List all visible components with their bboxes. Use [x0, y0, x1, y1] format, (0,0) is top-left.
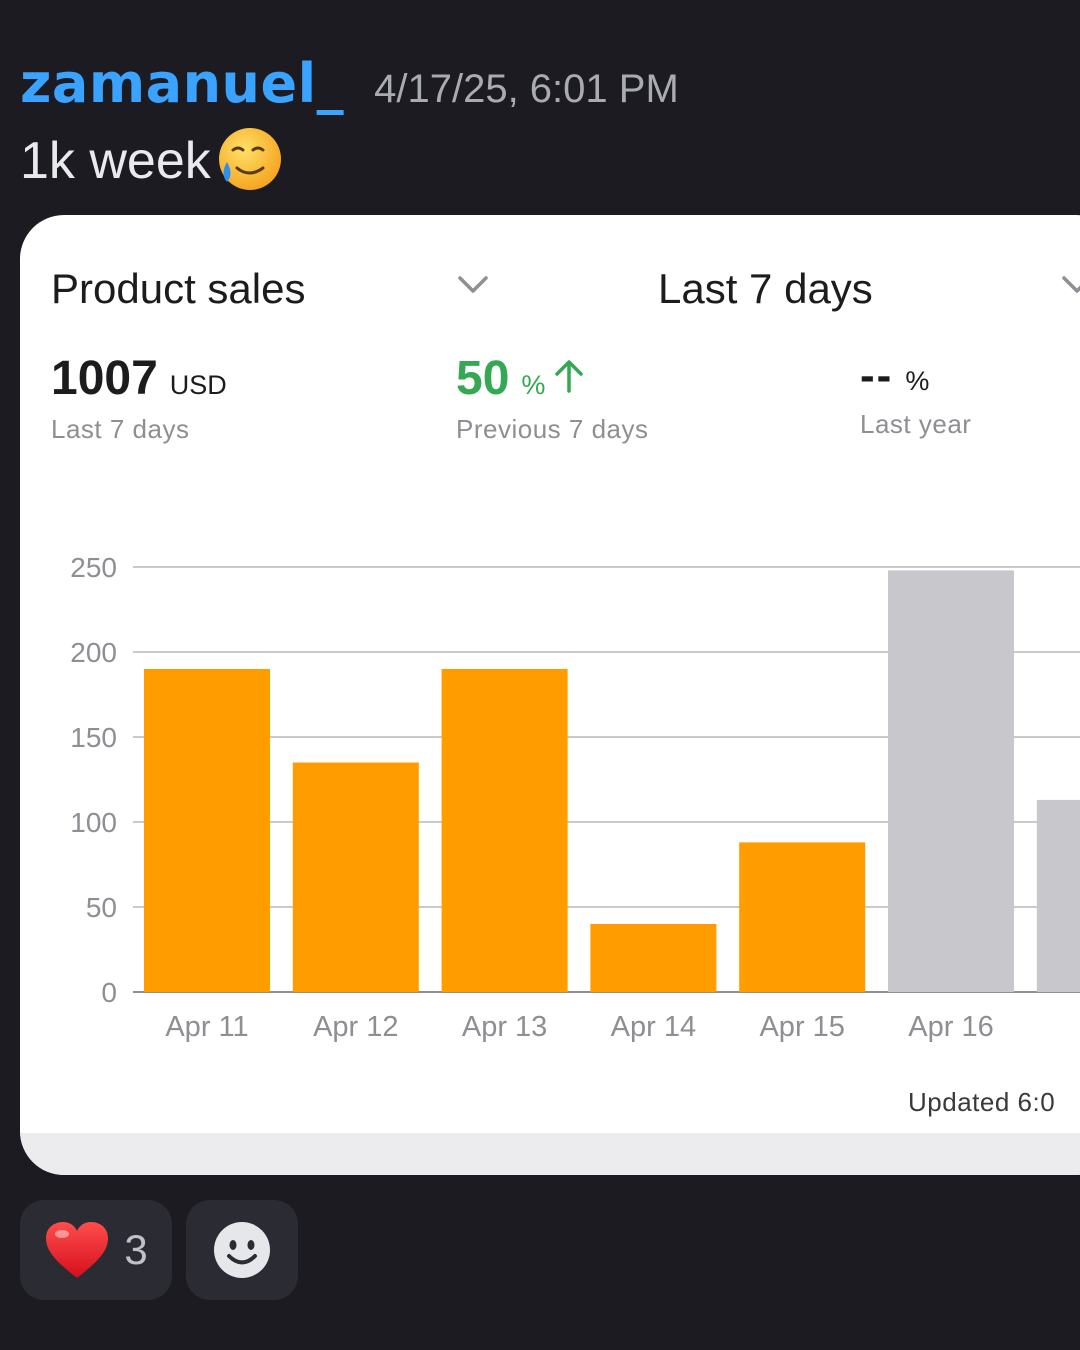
- message-timestamp: 4/17/25, 6:01 PM: [374, 67, 679, 111]
- stat-unit: %: [905, 366, 930, 396]
- stat-previous-period: 50 % Previous 7 days: [456, 351, 648, 445]
- reaction-count: 3: [124, 1226, 148, 1273]
- x-tick-label: Apr 14: [611, 1011, 696, 1043]
- x-tick-label: Apr 15: [759, 1011, 844, 1043]
- bar: [292, 762, 419, 992]
- chevron-down-icon[interactable]: [456, 273, 490, 297]
- smiley-icon: [214, 1222, 270, 1278]
- stat-value: --: [860, 351, 894, 400]
- heart-reaction[interactable]: 3: [20, 1200, 172, 1300]
- bar: [590, 924, 717, 992]
- x-tick-label: Apr 11: [165, 1011, 248, 1043]
- message-header: zamanuel_ 4/17/25, 6:01 PM: [20, 52, 679, 115]
- stat-label: Last year: [860, 409, 972, 439]
- y-tick-label: 0: [101, 977, 117, 1008]
- stat-unit: %: [521, 370, 546, 400]
- y-tick-label: 100: [70, 807, 117, 838]
- stat-label: Previous 7 days: [456, 414, 649, 444]
- bar: [441, 669, 568, 992]
- username[interactable]: zamanuel_: [20, 52, 345, 115]
- stat-value: 50: [456, 352, 510, 405]
- stat-last-year: -- % Last year: [860, 351, 971, 440]
- y-tick-label: 250: [70, 552, 117, 583]
- x-tick-label: Apr 13: [462, 1011, 547, 1043]
- chevron-down-icon[interactable]: [1060, 273, 1080, 297]
- message-text: 1k week: [20, 132, 211, 190]
- date-range-selector[interactable]: Last 7 days: [658, 265, 873, 312]
- product-sales-card: Product sales Last 7 days 1007 USD Last …: [20, 215, 1080, 1175]
- arrow-up-icon: [555, 360, 584, 393]
- add-reaction-button[interactable]: [186, 1200, 298, 1300]
- sales-bar-chart: 0 50 100 150 200 250 Apr 11 Apr 12 Apr 13 Apr 14 A…: [70, 552, 1080, 1043]
- reactions-bar: 3: [20, 1200, 298, 1300]
- stat-total-sales: 1007 USD Last 7 days: [51, 351, 227, 445]
- message-text-row: 1k week: [20, 126, 283, 196]
- updated-time: Updated 6:0: [908, 1087, 1056, 1117]
- stat-value: 1007: [51, 352, 158, 405]
- x-tick-label: Apr 12: [313, 1011, 398, 1043]
- stat-unit: USD: [169, 370, 227, 400]
- stat-label: Last 7 days: [51, 414, 190, 444]
- y-tick-label: 50: [86, 892, 117, 923]
- bar: [1036, 799, 1080, 992]
- y-tick-label: 200: [70, 637, 117, 668]
- smiling-face-with-tear-icon: [218, 128, 281, 190]
- bar: [739, 842, 866, 992]
- heart-icon: [46, 1222, 109, 1278]
- bar: [144, 669, 270, 992]
- x-tick-label: Apr 16: [908, 1011, 993, 1043]
- card-title[interactable]: Product sales: [51, 265, 306, 312]
- y-tick-label: 150: [70, 722, 117, 753]
- bar: [888, 570, 1014, 992]
- card-footer: [20, 1133, 1080, 1175]
